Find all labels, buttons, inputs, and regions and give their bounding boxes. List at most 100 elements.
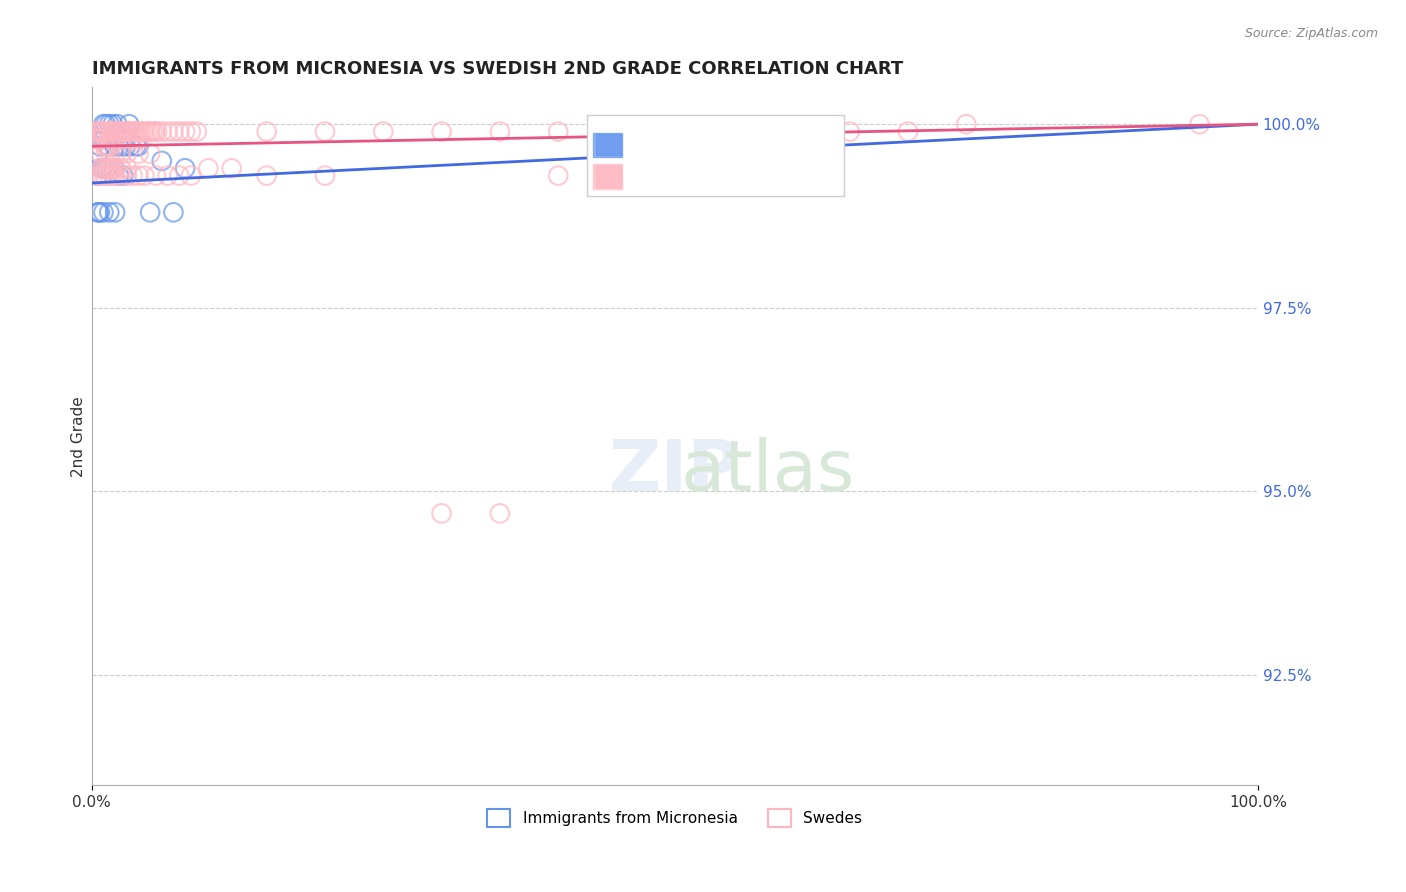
Point (197, 161, 219, 176)
Text: N =: N = (740, 166, 776, 184)
Point (146, 124, 169, 138)
Point (94, 117, 117, 131)
Point (107, 169, 129, 183)
Point (115, 124, 138, 138)
Point (90, 161, 112, 176)
Y-axis label: 2nd Grade: 2nd Grade (72, 396, 86, 476)
Point (174, 124, 197, 138)
Point (547, 124, 569, 138)
Point (127, 139, 149, 153)
Point (90, 124, 112, 138)
Point (110, 124, 132, 138)
Point (93, 132, 115, 146)
Point (162, 205, 184, 219)
Point (955, 117, 977, 131)
Point (129, 124, 152, 138)
Point (174, 161, 197, 176)
Point (110, 124, 132, 138)
Point (664, 124, 686, 138)
Point (430, 507, 453, 521)
Bar (588, 115, 844, 195)
Point (91, 124, 114, 138)
Point (104, 139, 127, 153)
Point (100, 124, 122, 138)
Point (118, 124, 141, 138)
Point (139, 205, 162, 219)
Text: IMMIGRANTS FROM MICRONESIA VS SWEDISH 2ND GRADE CORRELATION CHART: IMMIGRANTS FROM MICRONESIA VS SWEDISH 2N… (91, 60, 903, 78)
Point (100, 161, 122, 176)
Point (98, 205, 121, 219)
Point (111, 139, 134, 153)
Text: Source: ZipAtlas.com: Source: ZipAtlas.com (1244, 27, 1378, 40)
Point (118, 117, 141, 131)
Point (86, 124, 108, 138)
Point (97, 139, 120, 153)
Point (89, 124, 111, 138)
Point (141, 124, 163, 138)
Point (136, 124, 159, 138)
Point (107, 139, 129, 153)
Point (838, 124, 860, 138)
Point (104, 124, 127, 138)
Point (897, 124, 920, 138)
Text: atlas: atlas (681, 437, 855, 506)
Point (156, 124, 179, 138)
Point (127, 132, 149, 146)
Point (120, 124, 142, 138)
Point (101, 169, 124, 183)
Point (167, 169, 190, 183)
Point (98, 117, 121, 131)
Text: 43: 43 (780, 137, 803, 156)
Point (114, 139, 136, 153)
Point (127, 124, 149, 138)
Point (96, 139, 118, 153)
Point (256, 124, 278, 138)
Point (104, 124, 127, 138)
Point (114, 132, 136, 146)
Point (86, 205, 108, 219)
Point (100, 146, 122, 161)
Point (186, 124, 208, 138)
Point (104, 161, 127, 176)
Point (86, 132, 108, 146)
Point (84, 124, 107, 138)
Point (547, 169, 569, 183)
Point (132, 124, 155, 138)
Point (101, 117, 124, 131)
Point (110, 132, 132, 146)
Point (103, 161, 125, 176)
Point (86, 132, 108, 146)
Point (104, 146, 127, 161)
Point (489, 124, 512, 138)
Point (98, 124, 121, 138)
Point (94, 161, 117, 176)
Point (121, 169, 143, 183)
Point (107, 124, 129, 138)
Legend: Immigrants from Micronesia, Swedes: Immigrants from Micronesia, Swedes (481, 803, 869, 833)
Bar (596, 166, 621, 186)
Point (110, 161, 132, 176)
Point (90, 124, 112, 138)
Point (91, 132, 114, 146)
Text: N =: N = (740, 137, 776, 156)
Point (89, 132, 111, 146)
Point (101, 161, 124, 176)
Point (122, 124, 145, 138)
Point (120, 139, 142, 153)
Point (93, 161, 115, 176)
Point (134, 169, 156, 183)
Point (91, 132, 114, 146)
Point (89, 205, 111, 219)
Point (112, 124, 135, 138)
Point (93, 169, 115, 183)
Point (89, 139, 111, 153)
Point (221, 161, 243, 176)
Point (107, 117, 129, 131)
Point (125, 124, 148, 138)
Point (139, 146, 162, 161)
Point (86, 169, 108, 183)
Bar (593, 164, 623, 188)
Point (127, 146, 149, 161)
Bar (593, 133, 623, 157)
Point (90, 161, 112, 176)
